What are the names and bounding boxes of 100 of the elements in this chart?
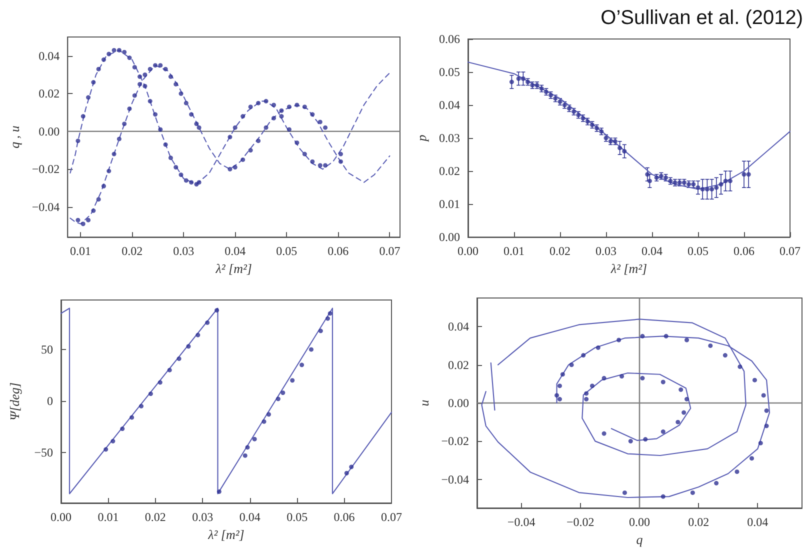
x-tick-label: 0.05 — [688, 244, 708, 258]
point — [764, 424, 769, 428]
point — [308, 347, 314, 352]
point — [264, 125, 268, 130]
line-series — [467, 62, 791, 190]
x-tick-label: 0.07 — [379, 244, 400, 258]
point — [242, 453, 248, 458]
x-tick-label: 0.04 — [224, 244, 246, 258]
point — [761, 393, 766, 398]
point — [240, 114, 246, 119]
point — [318, 120, 322, 124]
point — [186, 344, 191, 349]
point — [690, 490, 695, 495]
point — [516, 76, 521, 81]
point — [262, 419, 266, 424]
point — [252, 436, 257, 442]
x-tick-label: 0.03 — [596, 244, 616, 258]
point — [664, 334, 668, 338]
x-axis-title: q — [636, 532, 644, 547]
point — [127, 106, 132, 111]
point — [682, 410, 686, 415]
point — [158, 380, 162, 385]
y-tick-label: 0.01 — [439, 197, 460, 212]
point — [80, 114, 86, 119]
y-tick-label: 0.04 — [38, 48, 60, 63]
x-tick-label: 0.01 — [98, 510, 119, 524]
y-tick-label: 0.00 — [38, 124, 60, 138]
x-tick-label: −0.02 — [566, 515, 594, 529]
x-tick-label: 0.02 — [550, 244, 570, 258]
point — [101, 57, 106, 62]
point — [132, 64, 137, 70]
point — [256, 138, 261, 144]
x-tick-label: 0.07 — [780, 244, 800, 258]
point — [676, 420, 680, 424]
point — [178, 91, 184, 96]
point — [714, 185, 719, 190]
point — [148, 392, 153, 396]
y-tick-label: −50 — [34, 446, 53, 460]
point — [581, 353, 586, 358]
y-tick-label: 0 — [47, 394, 53, 408]
point — [704, 186, 710, 192]
point — [557, 396, 562, 402]
point — [96, 197, 101, 202]
point — [718, 182, 724, 187]
point — [256, 100, 261, 106]
x-axis-title: λ² [m²] — [610, 261, 648, 276]
point — [338, 152, 343, 156]
x-tick-label: −0.04 — [507, 515, 536, 529]
y-axis-title: Ψ[deg] — [7, 382, 22, 421]
point — [86, 95, 91, 100]
point — [91, 208, 96, 213]
point — [142, 84, 148, 88]
x-tick-label: 0.00 — [50, 510, 72, 524]
point — [272, 102, 276, 108]
point — [640, 334, 645, 338]
x-tick-label: 0.05 — [286, 510, 308, 524]
point — [300, 362, 304, 368]
x-tick-label: 0.01 — [504, 244, 524, 258]
point — [163, 142, 168, 147]
point — [130, 415, 134, 420]
x-tick-label: 0.04 — [747, 515, 768, 529]
point — [723, 178, 728, 184]
y-tick-label: 0.00 — [448, 396, 469, 410]
point — [620, 374, 624, 379]
point — [178, 172, 184, 178]
point — [734, 469, 740, 474]
point — [142, 72, 148, 78]
point — [189, 112, 194, 117]
point — [163, 66, 168, 72]
point — [110, 438, 116, 444]
point — [696, 185, 700, 190]
point — [153, 112, 158, 117]
point — [684, 338, 690, 342]
point — [596, 345, 600, 350]
point — [127, 56, 132, 60]
point — [738, 364, 742, 369]
point — [264, 98, 268, 104]
point — [294, 140, 300, 145]
y-tick-label: 0.04 — [448, 320, 469, 334]
y-tick-label: 50 — [41, 342, 53, 356]
point — [214, 308, 220, 313]
point — [276, 396, 280, 402]
x-tick-label: 0.00 — [629, 515, 650, 529]
point — [120, 426, 125, 432]
point — [344, 470, 349, 476]
point — [323, 163, 328, 168]
point — [286, 127, 292, 132]
point — [76, 138, 80, 144]
point — [228, 166, 232, 172]
x-axis-title: λ² [m²] — [214, 261, 252, 276]
point — [168, 74, 173, 79]
point — [158, 127, 163, 132]
point — [176, 356, 182, 361]
point — [349, 464, 354, 470]
point — [722, 353, 728, 358]
x-tick-label: 0.03 — [173, 244, 194, 258]
x-tick-label: 0.00 — [458, 244, 478, 258]
point — [622, 149, 627, 154]
y-tick-label: 0.00 — [439, 230, 460, 244]
point — [196, 125, 202, 130]
